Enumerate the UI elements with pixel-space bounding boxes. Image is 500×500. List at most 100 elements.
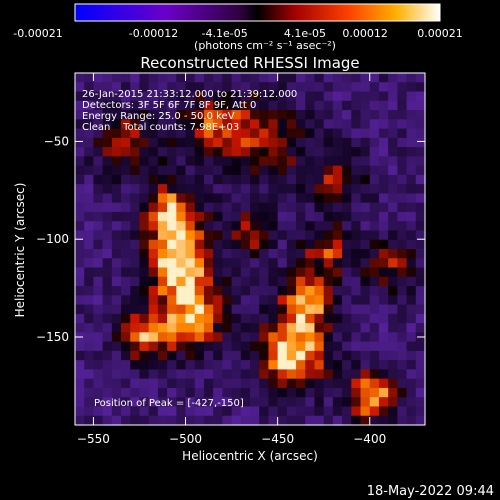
heatmap-cell	[305, 193, 315, 203]
heatmap-cell	[186, 286, 196, 296]
heatmap-cell	[407, 369, 417, 379]
heatmap-cell	[416, 314, 426, 324]
heatmap-cell	[112, 212, 122, 222]
heatmap-cell	[149, 221, 159, 231]
heatmap-cell	[397, 175, 407, 185]
heatmap-cell	[416, 203, 426, 213]
heatmap-cell	[259, 397, 269, 407]
heatmap-cell	[407, 388, 417, 398]
heatmap-cell	[213, 147, 223, 157]
heatmap-cell	[370, 388, 380, 398]
heatmap-cell	[333, 212, 343, 222]
heatmap-cell	[167, 295, 177, 305]
heatmap-cell	[213, 369, 223, 379]
heatmap-cell	[278, 129, 288, 139]
heatmap-cell	[351, 184, 361, 194]
heatmap-cell	[305, 184, 315, 194]
heatmap-cell	[176, 379, 186, 389]
heatmap-cell	[379, 240, 389, 250]
heatmap-cell	[75, 240, 85, 250]
heatmap-cell	[324, 258, 334, 268]
heatmap-cell	[361, 277, 371, 287]
heatmap-cell	[287, 138, 297, 148]
heatmap-cell	[158, 342, 168, 352]
heatmap-cell	[204, 332, 214, 342]
heatmap-cell	[204, 295, 214, 305]
heatmap-cell	[305, 286, 315, 296]
heatmap-cell	[149, 203, 159, 213]
heatmap-cell	[416, 119, 426, 129]
heatmap-cell	[407, 212, 417, 222]
heatmap-cell	[268, 351, 278, 361]
heatmap-cell	[139, 147, 149, 157]
heatmap-cell	[314, 240, 324, 250]
heatmap-cell	[103, 147, 113, 157]
heatmap-cell	[222, 193, 232, 203]
heatmap-cell	[75, 286, 85, 296]
heatmap-cell	[241, 212, 251, 222]
heatmap-cell	[241, 175, 251, 185]
heatmap-cell	[139, 332, 149, 342]
heatmap-cell	[139, 138, 149, 148]
heatmap-cell	[241, 332, 251, 342]
heatmap-cell	[259, 203, 269, 213]
heatmap-cell	[75, 249, 85, 259]
heatmap-cell	[84, 277, 94, 287]
heatmap-cell	[93, 249, 103, 259]
heatmap-cell	[397, 129, 407, 139]
heatmap-cell	[296, 175, 306, 185]
heatmap-cell	[287, 203, 297, 213]
heatmap-cell	[103, 369, 113, 379]
heatmap-cell	[379, 147, 389, 157]
heatmap-cell	[388, 166, 398, 176]
heatmap-cell	[296, 258, 306, 268]
heatmap-cell	[112, 277, 122, 287]
heatmap-cell	[333, 258, 343, 268]
heatmap-cell	[361, 323, 371, 333]
heatmap-cell	[388, 212, 398, 222]
heatmap-cell	[222, 342, 232, 352]
heatmap-cell	[93, 230, 103, 240]
heatmap-cell	[121, 314, 131, 324]
heatmap-cell	[278, 193, 288, 203]
info-line-energy: Energy Range: 25.0 - 50.0 keV	[82, 111, 235, 122]
heatmap-cell	[250, 230, 260, 240]
heatmap-cell	[278, 323, 288, 333]
heatmap-cell	[204, 73, 214, 83]
heatmap-cell	[176, 258, 186, 268]
heatmap-cell	[314, 351, 324, 361]
heatmap-cell	[416, 147, 426, 157]
heatmap-cell	[333, 360, 343, 370]
x-axis-label: Heliocentric X (arcsec)	[182, 449, 318, 463]
heatmap-cell	[278, 332, 288, 342]
heatmap-cell	[324, 101, 334, 111]
heatmap-cell	[333, 249, 343, 259]
heatmap-cell	[259, 129, 269, 139]
heatmap-cell	[370, 230, 380, 240]
heatmap-cell	[259, 110, 269, 120]
heatmap-cell	[361, 351, 371, 361]
heatmap-cell	[324, 295, 334, 305]
heatmap-cell	[167, 277, 177, 287]
heatmap-cell	[379, 406, 389, 416]
heatmap-cell	[305, 166, 315, 176]
heatmap-cell	[186, 203, 196, 213]
heatmap-cell	[333, 101, 343, 111]
heatmap-cell	[176, 360, 186, 370]
heatmap-cell	[370, 175, 380, 185]
heatmap-cell	[103, 193, 113, 203]
heatmap-cell	[121, 147, 131, 157]
heatmap-cell	[75, 193, 85, 203]
heatmap-cell	[388, 221, 398, 231]
heatmap-cell	[268, 240, 278, 250]
heatmap-cell	[130, 73, 140, 83]
heatmap-cell	[388, 129, 398, 139]
heatmap-cell	[388, 332, 398, 342]
heatmap-cell	[305, 397, 315, 407]
heatmap-cell	[259, 369, 269, 379]
heatmap-cell	[213, 221, 223, 231]
heatmap-cell	[75, 147, 85, 157]
heatmap-cell	[204, 388, 214, 398]
heatmap-cell	[342, 147, 352, 157]
heatmap-cell	[158, 230, 168, 240]
